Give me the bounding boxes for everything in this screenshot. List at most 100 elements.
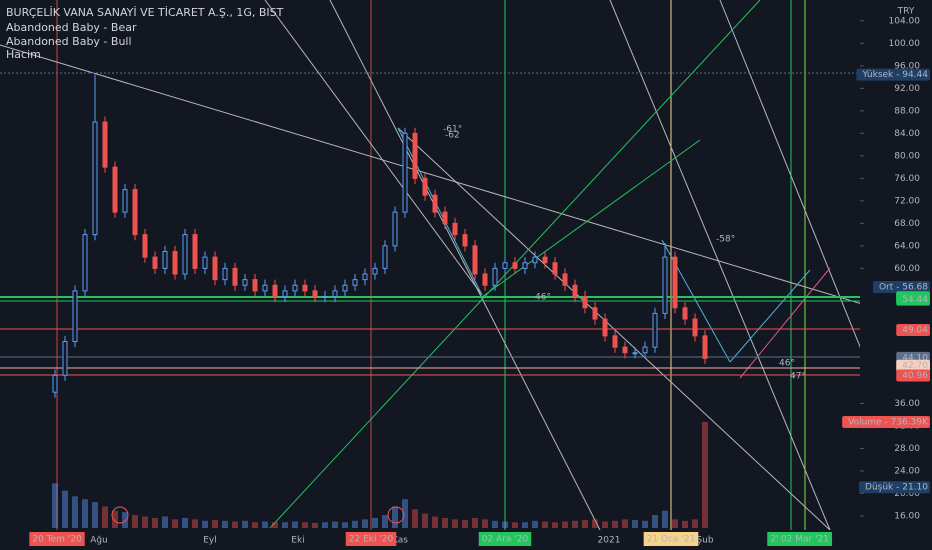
candle-body: [542, 256, 548, 264]
candle-body: [262, 284, 268, 292]
x-tick-label: Eyl: [203, 536, 217, 546]
candle-body: [252, 279, 258, 292]
time-axis: [0, 530, 932, 550]
date-badge: 02 Mar '21: [777, 532, 833, 546]
candle-body: [582, 296, 588, 309]
candle-body: [322, 296, 328, 299]
volume-bar: [412, 509, 418, 528]
candle-body: [462, 234, 468, 247]
date-badge: 21 Oca '21: [643, 532, 699, 546]
candle-body: [692, 318, 698, 337]
candle-body: [292, 284, 298, 292]
volume-bar: [62, 490, 68, 528]
price-badge: 49.04: [896, 324, 930, 337]
candle-body: [522, 262, 528, 269]
y-tick-label: 96.00: [894, 61, 920, 71]
badge-bg: [856, 68, 930, 81]
volume-bar: [482, 519, 488, 528]
y-tick-label: 100.00: [889, 39, 921, 49]
trend-line: [739, 267, 831, 379]
price-badge: Ort - 56.68: [872, 281, 930, 294]
volume-bar: [642, 520, 648, 528]
badge-bg: [896, 359, 930, 372]
volume-bar: [492, 520, 498, 528]
volume-bar: [542, 521, 548, 528]
candle-body: [212, 256, 218, 281]
indicator: Abandoned Baby - Bull: [6, 35, 132, 48]
y-tick-label: 84.00: [894, 129, 920, 139]
volume-bar: [502, 521, 508, 528]
angle-label: 46°: [779, 359, 795, 369]
earnings-marker: [111, 506, 129, 524]
candle-body: [442, 211, 448, 224]
badge-label: 40.96: [902, 371, 928, 381]
candle-body: [492, 267, 498, 286]
candle-body: [352, 279, 358, 286]
y-tick-label: 20.00: [894, 489, 920, 499]
angle-label: 47°: [790, 372, 806, 382]
volume-bar: [592, 519, 598, 528]
volume-bar: [612, 520, 618, 528]
volume-bar: [352, 520, 358, 528]
candle-body: [382, 245, 388, 269]
candle-body: [652, 312, 658, 348]
volume-bar: [652, 515, 658, 528]
volume-bar: [252, 522, 258, 528]
badge-label: 49.04: [902, 326, 928, 336]
price-badge: Yüksek - 94.44: [856, 68, 930, 81]
volume-bar: [662, 510, 668, 528]
y-tick-label: 16.00: [894, 511, 920, 521]
volume-bar: [572, 520, 578, 528]
volume-bar: [212, 520, 218, 528]
candle-body: [102, 121, 108, 168]
candle-body: [572, 284, 578, 298]
trend-line: [397, 127, 483, 296]
candle-body: [142, 234, 148, 258]
volume-bar: [102, 506, 108, 528]
indicator: Hacim: [6, 48, 41, 61]
volume-bar: [242, 520, 248, 528]
candle-body: [372, 267, 378, 275]
y-tick-label: 92.00: [894, 84, 920, 94]
volume-bar: [392, 506, 398, 528]
candle-body: [152, 256, 158, 269]
volume-bar: [632, 520, 638, 528]
candle-body: [172, 250, 178, 275]
candle-body: [242, 279, 248, 286]
candle-body: [422, 177, 428, 196]
candle-body: [502, 262, 508, 269]
price-badge: 42.70: [896, 359, 930, 372]
badge-bg: [896, 369, 930, 382]
y-tick-label: 24.00: [894, 466, 920, 476]
candle-body: [162, 250, 168, 269]
badge-label: 44.10: [902, 353, 928, 363]
y-tick-label: 104.00: [889, 16, 921, 26]
y-tick-label: 64.00: [894, 241, 920, 251]
candle-body: [362, 273, 368, 281]
badge-label: 21 Oca '21: [647, 535, 696, 545]
volume-badge: Volume - 736.39K: [842, 416, 930, 428]
candle-body: [282, 290, 288, 298]
badge-label: 20 Tem '20: [32, 535, 82, 545]
volume-bar: [162, 516, 168, 528]
volume-bar: [132, 515, 138, 528]
badge-bg: [643, 532, 699, 546]
volume-bar: [292, 521, 298, 528]
candle-body: [222, 267, 228, 281]
volume-bar: [432, 516, 438, 528]
x-tick-label: Şub: [696, 536, 713, 546]
y-tick-label: 36.00: [894, 399, 920, 409]
volume-bar: [582, 520, 588, 528]
volume-bar: [152, 517, 158, 528]
candle-body: [312, 290, 318, 298]
candle-body: [662, 256, 668, 314]
candle-body: [272, 284, 278, 298]
volume-bar: [302, 522, 308, 528]
badge-label: Volume - 736.39K: [848, 418, 929, 428]
candle-body: [612, 335, 618, 348]
badge-label: Ort - 56.68: [879, 283, 928, 293]
volume-bar: [562, 521, 568, 528]
candle-body: [122, 189, 128, 213]
